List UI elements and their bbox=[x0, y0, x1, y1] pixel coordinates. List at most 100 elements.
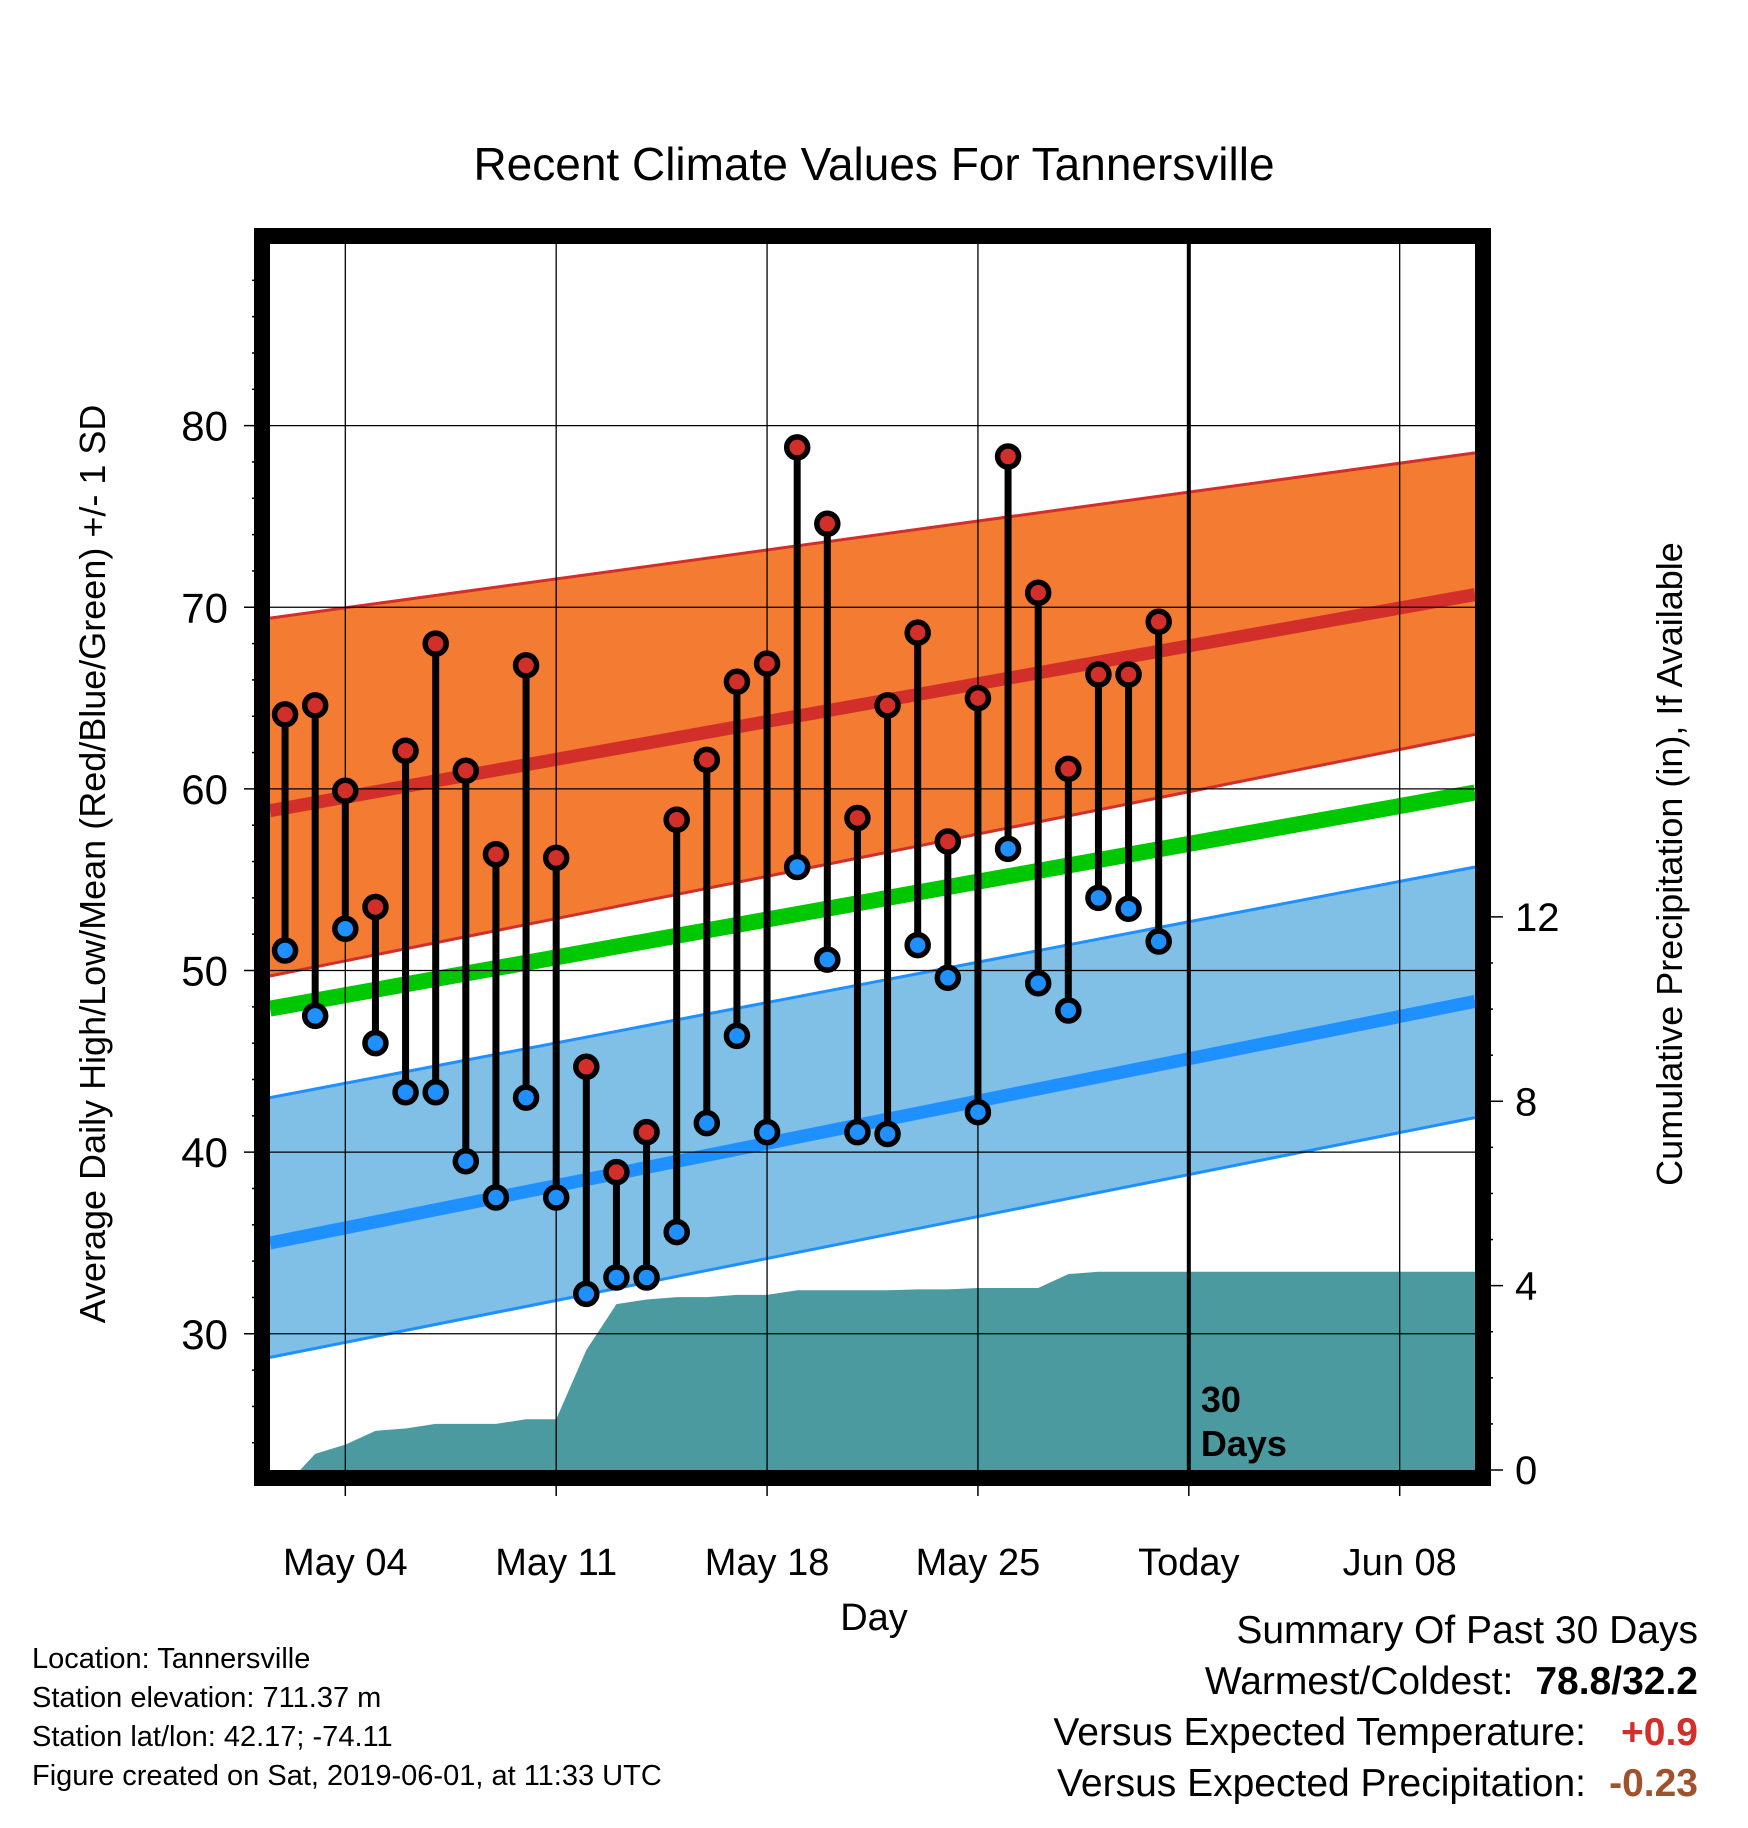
low-point bbox=[904, 931, 931, 959]
low-point bbox=[392, 1078, 419, 1106]
y-tick-label-left: 80 bbox=[181, 403, 228, 450]
high-normal-band-upper-edge bbox=[269, 451, 1476, 620]
y-axis-right-label: Cumulative Precipitation (in), If Availa… bbox=[1649, 542, 1690, 1186]
y-axis-right: 0 4 8 12 bbox=[1483, 896, 1560, 1493]
y-tick-label-right: 8 bbox=[1515, 1080, 1537, 1124]
plot-frame bbox=[254, 228, 1491, 1486]
high-point bbox=[874, 692, 901, 719]
today-days-number: 30 bbox=[1201, 1379, 1241, 1420]
high-point bbox=[964, 684, 992, 712]
x-tick-label: May 25 bbox=[916, 1542, 1041, 1584]
station-info: Location: Tannersville Station elevation… bbox=[32, 1640, 662, 1796]
low-point bbox=[573, 1280, 600, 1308]
normal-bands bbox=[268, 451, 1477, 1470]
high-point bbox=[573, 1053, 600, 1081]
low-point bbox=[362, 1029, 389, 1057]
temp-label: Versus Expected Temperature: bbox=[1053, 1711, 1586, 1754]
high-point bbox=[422, 630, 449, 657]
summary-heading: Summary Of Past 30 Days bbox=[1236, 1609, 1698, 1652]
high-point bbox=[814, 510, 841, 537]
daily-range-sticks bbox=[271, 434, 1172, 1308]
y-tick-label-left: 40 bbox=[181, 1129, 228, 1176]
low-point bbox=[633, 1264, 660, 1291]
low-point bbox=[542, 1184, 570, 1211]
precip-area bbox=[270, 1271, 1475, 1470]
high-point bbox=[362, 893, 389, 921]
x-tick-label: Today bbox=[1138, 1542, 1239, 1584]
mean-normal-line bbox=[268, 784, 1477, 1017]
high-point bbox=[633, 1118, 660, 1146]
low-normal-band-lower-edge bbox=[269, 1116, 1476, 1359]
low-point bbox=[663, 1218, 690, 1246]
plot-border bbox=[254, 228, 1491, 1486]
low-point bbox=[301, 1002, 329, 1030]
high-point bbox=[753, 650, 781, 677]
low-point bbox=[693, 1109, 721, 1137]
low-point bbox=[1024, 969, 1052, 997]
y-tick-label-left: 30 bbox=[181, 1311, 228, 1358]
low-point bbox=[814, 946, 841, 973]
x-tick-label: May 04 bbox=[283, 1542, 408, 1584]
y-tick-label-right: 4 bbox=[1515, 1265, 1537, 1309]
low-normal-line bbox=[268, 995, 1477, 1250]
high-point bbox=[301, 692, 329, 719]
low-point bbox=[723, 1022, 751, 1050]
x-tick-label: May 18 bbox=[705, 1542, 830, 1584]
y-tick-label-left: 60 bbox=[181, 766, 228, 813]
high-point bbox=[994, 443, 1022, 470]
high-point bbox=[723, 668, 751, 695]
low-point bbox=[512, 1084, 540, 1111]
low-point bbox=[874, 1120, 901, 1148]
high-point bbox=[1085, 661, 1112, 688]
location-text: Location: Tannersville bbox=[32, 1643, 311, 1675]
high-point bbox=[1024, 579, 1052, 606]
low-point bbox=[964, 1098, 992, 1126]
warm-cold-value: 78.8/32.2 bbox=[1535, 1660, 1698, 1703]
low-point bbox=[271, 937, 299, 964]
high-point bbox=[332, 777, 359, 804]
high-point bbox=[844, 804, 871, 832]
low-normal-band-upper-edge bbox=[269, 865, 1476, 1100]
low-point bbox=[452, 1147, 480, 1175]
y-tick-label-left: 70 bbox=[181, 584, 228, 631]
precip-label: Versus Expected Precipitation: bbox=[1057, 1762, 1586, 1805]
low-point bbox=[934, 964, 962, 992]
high-point bbox=[934, 828, 962, 855]
high-point bbox=[452, 757, 480, 784]
high-point bbox=[482, 841, 510, 868]
high-point bbox=[512, 652, 540, 679]
low-point bbox=[332, 915, 359, 942]
high-point bbox=[663, 806, 690, 834]
low-point bbox=[1145, 928, 1172, 955]
x-tick-label: May 11 bbox=[495, 1542, 617, 1584]
high-normal-band bbox=[270, 452, 1475, 976]
high-point bbox=[603, 1158, 630, 1186]
warm-cold-label: Warmest/Coldest: bbox=[1204, 1660, 1514, 1703]
low-point bbox=[994, 835, 1022, 863]
low-normal-band bbox=[270, 866, 1475, 1358]
x-axis-label: Day bbox=[840, 1597, 908, 1639]
chart-title: Recent Climate Values For Tannersville bbox=[473, 138, 1274, 190]
high-point bbox=[1055, 755, 1082, 783]
summary-panel: Summary Of Past 30 Days Warmest/Coldest:… bbox=[1053, 1605, 1698, 1809]
low-point bbox=[482, 1184, 510, 1211]
high-point bbox=[693, 746, 721, 774]
low-point bbox=[753, 1118, 781, 1146]
temp-value: +0.9 bbox=[1621, 1711, 1698, 1754]
y-tick-label-right: 0 bbox=[1515, 1449, 1537, 1493]
y-axis-left-label: Average Daily High/Low/Mean (Red/Blue/Gr… bbox=[72, 405, 113, 1324]
high-point bbox=[542, 844, 570, 872]
high-point bbox=[271, 701, 299, 728]
elevation-text: Station elevation: 711.37 m bbox=[32, 1682, 382, 1714]
high-point bbox=[392, 737, 419, 764]
high-point bbox=[1145, 608, 1172, 636]
low-point bbox=[783, 853, 811, 881]
x-tick-label: Jun 08 bbox=[1343, 1542, 1457, 1584]
precip-row: Versus Expected Precipitation: -0.23 bbox=[1053, 1758, 1698, 1809]
y-tick-label-left: 50 bbox=[181, 948, 228, 995]
low-point bbox=[1055, 997, 1082, 1024]
low-point bbox=[1085, 884, 1112, 912]
temp-row: Versus Expected Temperature: +0.9 bbox=[1053, 1707, 1698, 1758]
